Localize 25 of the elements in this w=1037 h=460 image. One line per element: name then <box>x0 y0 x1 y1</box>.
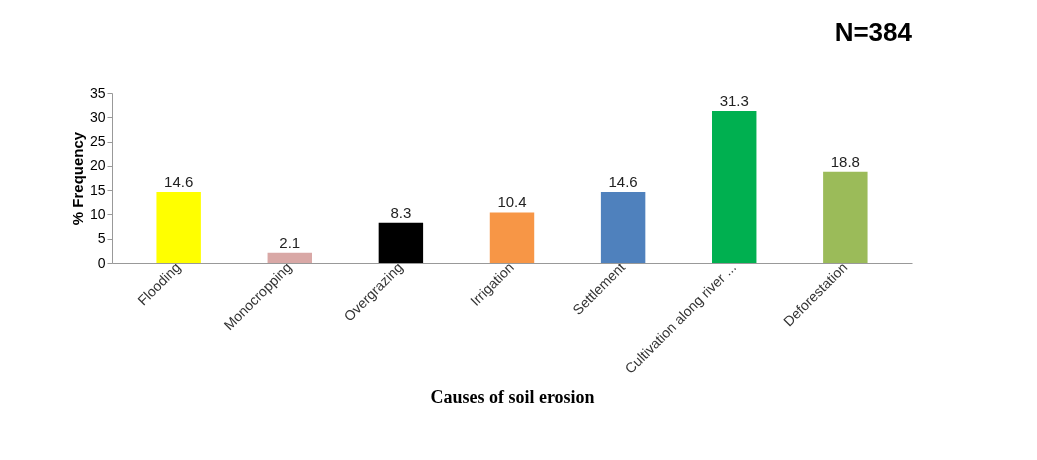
bar <box>378 222 424 263</box>
data-label: 8.3 <box>390 203 412 221</box>
data-label: 10.4 <box>497 193 527 211</box>
y-tick-label: 15 <box>89 181 106 198</box>
data-label: 2.1 <box>279 233 301 251</box>
y-tick-label: 30 <box>89 108 106 125</box>
y-tick-label: 5 <box>97 230 106 247</box>
bar <box>156 192 201 263</box>
bar <box>489 212 535 263</box>
x-axis-title: Causes of soil erosion <box>430 386 595 407</box>
data-label: 31.3 <box>719 91 749 109</box>
bar <box>600 192 646 263</box>
data-label: 14.6 <box>608 173 638 191</box>
chart-title: N=384 <box>834 17 913 47</box>
y-tick-label: 0 <box>97 254 106 271</box>
bar <box>712 110 757 263</box>
bar <box>267 252 312 263</box>
y-axis-title: % Frequency <box>68 131 86 226</box>
y-tick-label: 35 <box>89 84 106 101</box>
bar <box>823 171 868 263</box>
y-tick-label: 25 <box>89 133 106 150</box>
y-tick-label: 10 <box>89 205 106 222</box>
data-label: 14.6 <box>164 173 194 191</box>
y-tick-label: 20 <box>89 157 106 174</box>
data-label: 18.8 <box>830 152 860 170</box>
